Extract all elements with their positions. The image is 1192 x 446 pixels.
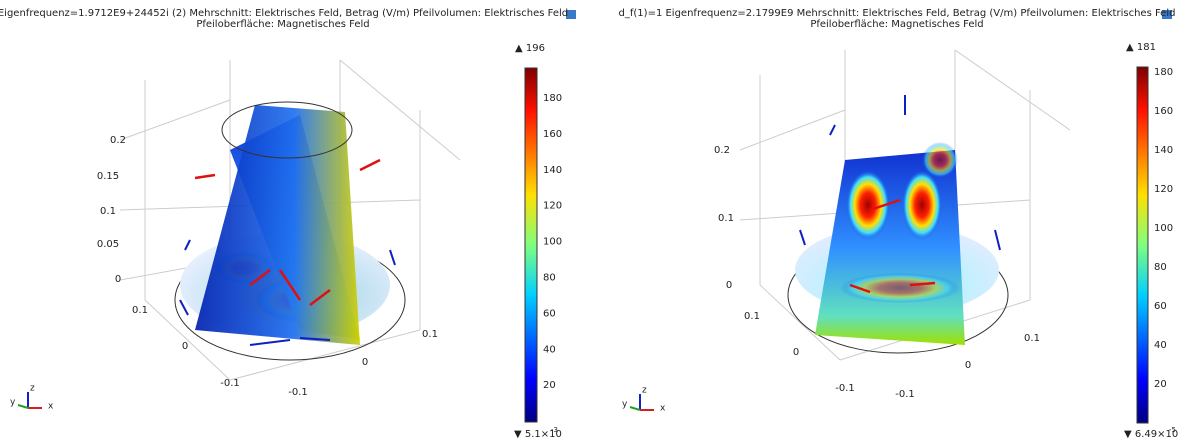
axis-tick-label: 0 [726,280,732,291]
top-outline [221,101,353,159]
colorbar-tick-label: 180 [1154,67,1173,78]
colorbar-min-exponent: -3 [551,426,558,434]
colorbar-tick-label: 120 [543,201,562,212]
colorbar-tick-label: 140 [1154,145,1173,156]
colorbar-min: ▼ 5.1×10 [514,429,562,440]
colorbar-tick-label: 100 [1154,223,1173,234]
colorbar-min-exponent: -5 [1169,426,1176,434]
plot-title: Eigenfrequenz=1.9712E9+24452i (2) Mehrsc… [0,8,568,19]
axis-tick-label: -0.1 [835,383,855,394]
axis-tick-label: 0 [362,357,368,368]
axis-tick-label: 0.2 [110,135,126,146]
colorbar-tick-label: 40 [1154,340,1167,351]
triad [17,392,654,411]
axis-tick-label: 0.15 [97,171,119,182]
colorbar-tick-label: 60 [1154,301,1167,312]
arrows [194,158,381,306]
axis-tick-label: 0.1 [718,213,734,224]
axis-tick-label: -0.1 [895,389,915,400]
axis-tick-label: 0.1 [422,329,438,340]
colorbar-min: ▼ 6.49×10 [1124,429,1178,440]
colorbar-tick-label: 160 [1154,106,1173,117]
colorbar-tick-label: 120 [1154,184,1173,195]
colorbar-tick-label: 80 [1154,262,1167,273]
triad-label: z [642,386,647,396]
colorbar [1136,66,1149,424]
arrows [179,239,396,346]
axis-tick-label: -0.1 [220,378,240,389]
plot-subtitle: Pfeiloberfläche: Magnetisches Feld [810,19,983,30]
colorbar-tick-label: 20 [1154,379,1167,390]
hot-spot [846,170,890,240]
triad-label: y [10,398,16,408]
colorbar-tick-label: 40 [543,344,556,355]
hot-spot [840,273,960,303]
triad-label: z [30,384,35,394]
export-icon[interactable] [566,10,576,19]
colorbar-tick-label: 140 [543,165,562,176]
plot-title: d_f(1)=1 Eigenfrequenz=2.1799E9 Mehrschn… [619,8,1176,19]
axis-tick-label: 0.2 [714,145,730,156]
triad-label: x [48,402,54,412]
colorbar-tick-label: 160 [543,129,562,140]
scene-right [739,49,1149,424]
axis-tick-label: 0 [793,347,799,358]
axis-tick-label: 0.1 [744,311,760,322]
triad-label: y [622,400,628,410]
colorbar-tick-label: 20 [543,380,556,391]
slice [815,150,965,345]
hot-spot [922,142,958,178]
colorbar-tick-label: 80 [543,273,556,284]
colorbar-tick-label: 180 [543,93,562,104]
colorbar-tick-label: 100 [543,237,562,248]
hot-spot [902,170,942,240]
export-icon[interactable] [1162,10,1172,19]
axis-tick-label: 0.1 [1024,333,1040,344]
axis-tick-label: 0.1 [100,206,116,217]
axis-tick-label: 0 [115,274,121,285]
axis-tick-label: 0 [182,341,188,352]
arrows [799,95,1001,251]
arrows [849,198,936,294]
slice [195,105,360,345]
axis-tick-label: -0.1 [288,387,308,398]
triad-label: x [660,404,666,414]
axis-tick-label: 0.05 [97,239,119,250]
colorbar-max: ▲ 181 [1126,42,1156,53]
colorbar [524,67,538,423]
axis-tick-label: 0 [965,360,971,371]
colorbar-tick-label: 60 [543,308,556,319]
scene-left [119,59,538,423]
axis-tick-label: 0.1 [132,305,148,316]
colorbar-max: ▲ 196 [515,43,545,54]
plot-subtitle: Pfeiloberfläche: Magnetisches Feld [196,19,369,30]
